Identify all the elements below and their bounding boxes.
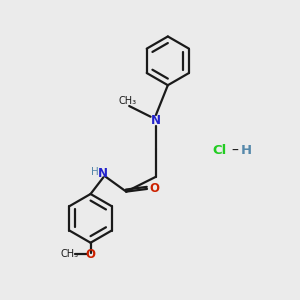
Text: H: H <box>91 167 99 177</box>
Text: O: O <box>85 248 96 260</box>
Text: CH₃: CH₃ <box>61 249 79 259</box>
Text: O: O <box>149 182 160 194</box>
Text: H: H <box>241 143 252 157</box>
Text: Cl: Cl <box>213 143 227 157</box>
Text: N: N <box>151 114 161 127</box>
Text: CH₃: CH₃ <box>118 96 137 106</box>
Text: –: – <box>231 144 238 158</box>
Text: N: N <box>98 167 108 180</box>
